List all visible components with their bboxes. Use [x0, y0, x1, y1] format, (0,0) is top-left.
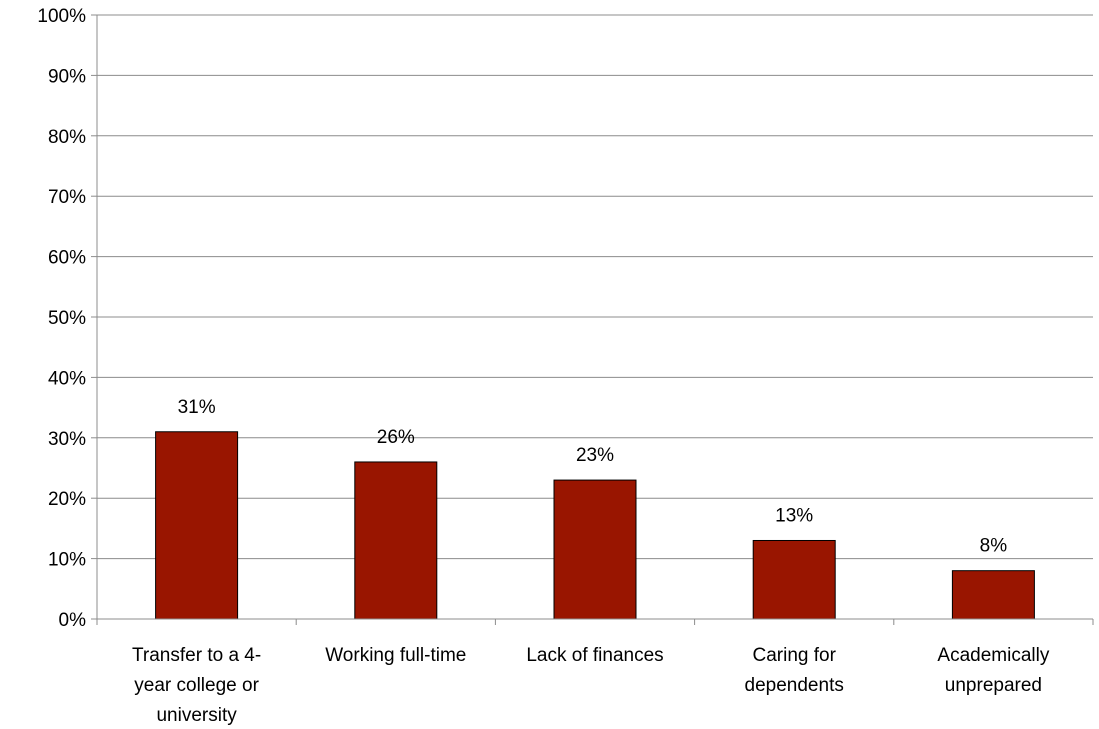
- category-label: unprepared: [945, 675, 1042, 696]
- category-label: Lack of finances: [526, 645, 663, 666]
- y-tick-label: 70%: [48, 187, 86, 208]
- category-label: university: [156, 705, 237, 726]
- y-tick-label: 0%: [59, 610, 87, 631]
- category-label: dependents: [745, 675, 844, 696]
- labels: 0% 10% 20% 30% 40% 50% 60% 70% 80% 90% 100% 31% Tran…: [37, 6, 1049, 726]
- category-label: Caring for: [752, 645, 836, 666]
- category-label: Transfer to a 4-: [132, 645, 261, 666]
- axes: [91, 14, 1094, 625]
- y-tick-label: 50%: [48, 308, 86, 329]
- bar: [155, 431, 239, 620]
- data-label: 23%: [576, 445, 614, 466]
- bar: [752, 539, 836, 620]
- category-label: year college or: [134, 675, 259, 696]
- y-tick-label: 20%: [48, 489, 86, 510]
- category-label: Academically: [937, 645, 1049, 666]
- y-tick-label: 10%: [48, 550, 86, 571]
- y-tick-label: 60%: [48, 248, 86, 269]
- bar: [553, 479, 637, 620]
- gridlines: [97, 14, 1093, 560]
- y-tick-label: 100%: [37, 6, 86, 27]
- bar: [951, 570, 1035, 620]
- bar: [354, 461, 438, 620]
- data-label: 26%: [377, 427, 415, 448]
- y-tick-label: 90%: [48, 66, 86, 87]
- y-tick-label: 80%: [48, 127, 86, 148]
- y-tick-label: 40%: [48, 368, 86, 389]
- data-label: 13%: [775, 505, 813, 526]
- category-label: Working full-time: [325, 645, 466, 666]
- y-tick-label: 30%: [48, 429, 86, 450]
- data-label: 31%: [178, 397, 216, 418]
- data-label: 8%: [980, 536, 1008, 557]
